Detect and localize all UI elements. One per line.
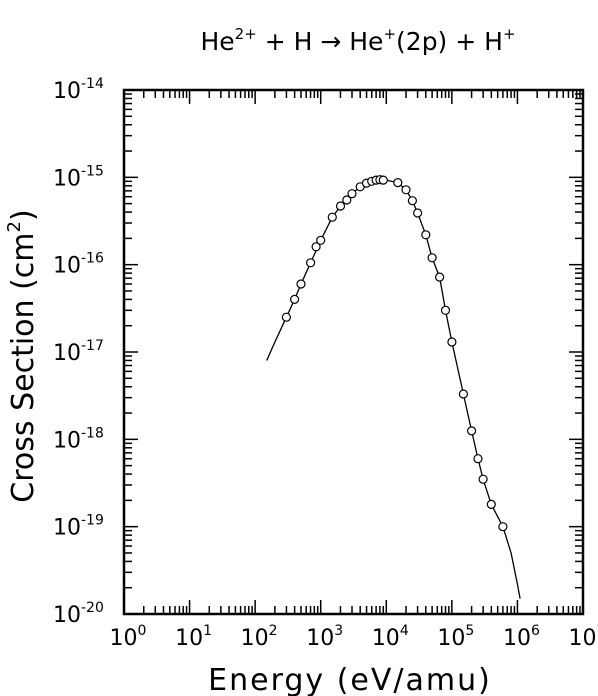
plot-frame xyxy=(122,88,585,616)
data-point xyxy=(393,178,403,188)
data-point xyxy=(335,201,346,211)
x-tick-labels: 100 101 102 103 104 105 106 107 xyxy=(110,623,598,651)
x-tick-label: 104 xyxy=(372,623,409,651)
data-point xyxy=(327,212,337,222)
x-tick-label: 103 xyxy=(306,623,343,651)
data-point xyxy=(427,253,437,263)
data-point xyxy=(447,337,457,347)
data-point xyxy=(401,185,411,195)
x-tick-label: 102 xyxy=(241,623,278,651)
data-point xyxy=(378,175,388,185)
x-tick-label: 106 xyxy=(503,623,540,651)
chart-title: He2+ + H → He+(2p) + H+ xyxy=(200,25,515,56)
y-tick-label: 10-17 xyxy=(53,338,104,366)
y-tick-label: 10-16 xyxy=(53,251,104,279)
x-tick-label: 107 xyxy=(569,623,598,651)
y-tick-label: 10-14 xyxy=(53,76,104,104)
data-point xyxy=(316,235,326,245)
data-point xyxy=(498,522,508,532)
y-tick-labels: 10-14 10-15 10-16 10-17 10-18 10-19 10-20 xyxy=(53,76,104,628)
data-point xyxy=(486,499,496,509)
fit-curve-group xyxy=(266,179,521,599)
y-axis-label: Cross Section (cm2) xyxy=(4,209,41,502)
fit-curve xyxy=(266,179,521,599)
x-tick-label: 100 xyxy=(110,623,147,651)
data-point xyxy=(473,454,483,464)
x-tick-label: 105 xyxy=(437,623,474,651)
data-point xyxy=(467,426,477,436)
data-point xyxy=(478,474,488,484)
data-point xyxy=(407,196,417,206)
data-point xyxy=(440,305,451,315)
data-points-group xyxy=(281,175,508,532)
y-tick-label: 10-18 xyxy=(53,425,104,453)
data-point xyxy=(347,189,357,199)
axis-ticks xyxy=(123,89,584,615)
data-point xyxy=(458,389,468,399)
y-tick-label: 10-15 xyxy=(53,163,104,191)
data-point xyxy=(413,208,423,218)
x-tick-label: 101 xyxy=(175,623,212,651)
data-point xyxy=(306,258,316,268)
data-point xyxy=(435,272,445,282)
data-point xyxy=(290,294,300,304)
y-tick-label: 10-20 xyxy=(53,600,104,628)
data-point xyxy=(311,242,321,252)
y-tick-label: 10-19 xyxy=(53,513,104,541)
data-point xyxy=(281,312,291,322)
x-axis-label: Energy (eV/amu) xyxy=(208,663,492,696)
data-point xyxy=(296,279,306,289)
data-point xyxy=(342,195,352,205)
data-point xyxy=(421,230,431,240)
